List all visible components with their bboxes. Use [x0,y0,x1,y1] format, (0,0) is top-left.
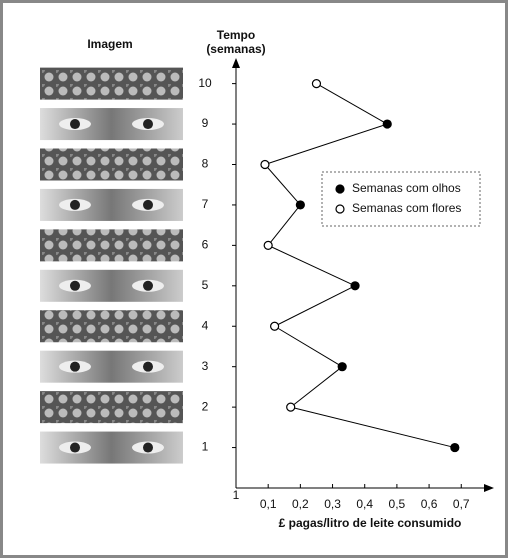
eye-iris [70,443,80,453]
x-tick-label: 0,1 [260,497,277,511]
x-tick-label: 0,5 [389,497,406,511]
y-axis-title: Tempo [217,28,255,42]
eye-iris [70,362,80,372]
eye-iris [70,119,80,129]
legend-label: Semanas com flores [352,201,461,215]
eye-iris [143,119,153,129]
y-tick-label: 1 [202,440,209,454]
image-strip [40,391,183,423]
y-tick-label: 4 [202,318,209,332]
y-tick-label: 2 [202,399,209,413]
image-strip [40,148,183,180]
point [287,403,295,411]
point [261,160,269,168]
point [271,322,279,330]
x-tick-label: 0,2 [292,497,309,511]
point [338,363,346,371]
y-tick-label: 8 [202,157,209,171]
eye-iris [143,443,153,453]
image-strip [40,229,183,261]
x-tick-label: 0,4 [356,497,373,511]
x-tick-label: 0,6 [421,497,438,511]
legend-box [322,172,480,226]
chart: Imagem Tempo (semanas) £ pagas/litro de … [0,0,508,558]
y-axis-title: (semanas) [206,42,265,56]
point [351,282,359,290]
eye-iris [70,281,80,291]
y-tick-label: 9 [202,116,209,130]
image-strip [40,310,183,342]
point [264,241,272,249]
eye-iris [143,200,153,210]
legend-marker [336,185,344,193]
y-tick-label: 10 [198,76,212,90]
legend-label: Semanas com olhos [352,181,461,195]
x-tick-label: 0,7 [453,497,470,511]
x-axis-title: £ pagas/litro de leite consumido [279,516,462,530]
y-tick-label: 7 [202,197,209,211]
point [312,80,320,88]
eye-iris [143,362,153,372]
x-tick-label: 1 [233,488,240,502]
point [296,201,304,209]
x-tick-label: 0,3 [324,497,341,511]
legend-marker [336,205,344,213]
image-header: Imagem [87,37,132,51]
y-tick-label: 3 [202,359,209,373]
y-tick-label: 6 [202,238,209,252]
eye-iris [143,281,153,291]
eye-iris [70,200,80,210]
point [383,120,391,128]
y-tick-label: 5 [202,278,209,292]
image-strip [40,68,183,100]
point [451,444,459,452]
